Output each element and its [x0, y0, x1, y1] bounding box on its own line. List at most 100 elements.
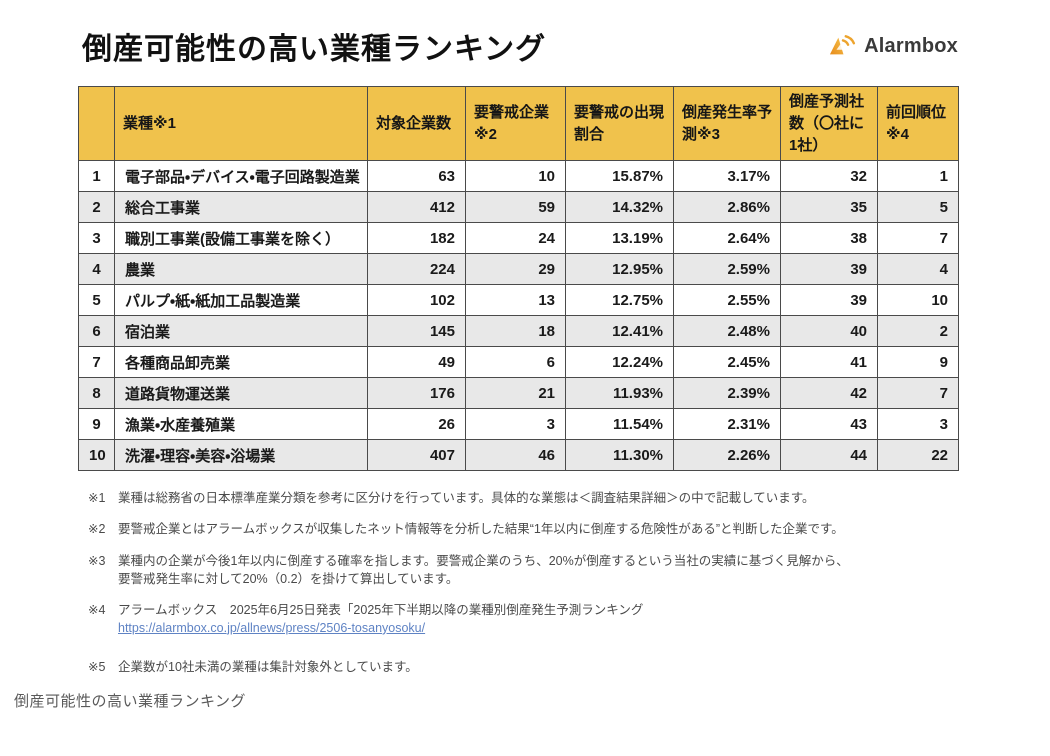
cell-rank: 9 — [78, 408, 115, 441]
cell-rank: 2 — [78, 191, 115, 224]
footnotes: ※1 業種は総務省の日本標準産業分類を参考に区分けを行っています。具体的な業態は＜… — [88, 489, 990, 676]
cell-warning-occurrence-rate: 11.30% — [565, 439, 674, 472]
cell-previous-rank: 22 — [877, 439, 959, 472]
column-header-warning-companies: 要警戒企業※2 — [465, 85, 566, 162]
cell-rank: 7 — [78, 346, 115, 379]
cell-warning-occurrence-rate: 12.95% — [565, 253, 674, 286]
column-header-industry: 業種※1 — [114, 85, 368, 162]
cell-bankruptcy-rate-forecast: 2.45% — [673, 346, 781, 379]
cell-target-companies: 412 — [367, 191, 466, 224]
cell-bankruptcy-rate-forecast: 2.39% — [673, 377, 781, 410]
cell-warning-occurrence-rate: 11.54% — [565, 408, 674, 441]
cell-warning-companies: 6 — [465, 346, 566, 379]
cell-rank: 1 — [78, 160, 115, 193]
cell-rank: 10 — [78, 439, 115, 472]
cell-previous-rank: 5 — [877, 191, 959, 224]
cell-previous-rank: 7 — [877, 377, 959, 410]
cell-bankruptcy-forecast-count: 35 — [780, 191, 878, 224]
column-header-target-companies: 対象企業数 — [367, 85, 466, 162]
page-title: 倒産可能性の高い業種ランキング — [82, 33, 547, 66]
column-header-bankruptcy-rate-forecast: 倒産発生率予測※3 — [673, 85, 781, 162]
table-row: 3 職別工事業(設備工事業を除く） 182 24 13.19% 2.64% 38 7 — [78, 222, 959, 255]
footnote-line: 業種内の企業が今後1年以内に倒産する確率を指します。要警戒企業のうち、20%が倒… — [118, 553, 849, 568]
cell-warning-companies: 29 — [465, 253, 566, 286]
cell-bankruptcy-rate-forecast: 2.31% — [673, 408, 781, 441]
cell-target-companies: 49 — [367, 346, 466, 379]
cell-industry: 各種商品卸売業 — [114, 346, 368, 379]
column-header-previous-rank: 前回順位※4 — [877, 85, 959, 162]
footnote-text: 業種は総務省の日本標準産業分類を参考に区分けを行っています。具体的な業態は＜調査… — [118, 489, 990, 507]
cell-rank: 4 — [78, 253, 115, 286]
cell-bankruptcy-forecast-count: 32 — [780, 160, 878, 193]
cell-bankruptcy-forecast-count: 44 — [780, 439, 878, 472]
cell-industry: 道路貨物運送業 — [114, 377, 368, 410]
footnote-text: 要警戒企業とはアラームボックスが収集したネット情報等を分析した結果“1年以内に倒… — [118, 520, 990, 538]
cell-warning-occurrence-rate: 12.41% — [565, 315, 674, 348]
cell-bankruptcy-rate-forecast: 2.55% — [673, 284, 781, 317]
table-row: 8 道路貨物運送業 176 21 11.93% 2.39% 42 7 — [78, 377, 959, 410]
cell-industry: 電子部品・デバイス・電子回路製造業 — [114, 160, 368, 193]
footnote-label: ※2 — [88, 522, 106, 537]
cell-warning-companies: 18 — [465, 315, 566, 348]
cell-target-companies: 102 — [367, 284, 466, 317]
page-header: 倒産可能性の高い業種ランキング Alarmbox — [82, 24, 958, 68]
alarmbox-sound-wave-icon — [829, 34, 857, 58]
cell-industry: パルプ・紙・紙加工品製造業 — [114, 284, 368, 317]
footnote: ※3 業種内の企業が今後1年以内に倒産する確率を指します。要警戒企業のうち、20%… — [88, 552, 990, 588]
cell-rank: 8 — [78, 377, 115, 410]
footnote-line: 要警戒企業とはアラームボックスが収集したネット情報等を分析した結果“1年以内に倒… — [118, 522, 844, 537]
cell-target-companies: 26 — [367, 408, 466, 441]
cell-industry: 職別工事業(設備工事業を除く） — [114, 222, 368, 255]
cell-target-companies: 224 — [367, 253, 466, 286]
bottom-caption: 倒産可能性の高い業種ランキング — [14, 693, 247, 710]
column-header-warning-occurrence-rate: 要警戒の出現割合 — [565, 85, 674, 162]
footnote: ※2 要警戒企業とはアラームボックスが収集したネット情報等を分析した結果“1年以内… — [88, 520, 990, 538]
footnote-label: ※1 — [88, 491, 106, 506]
cell-industry: 宿泊業 — [114, 315, 368, 348]
cell-warning-occurrence-rate: 12.24% — [565, 346, 674, 379]
cell-bankruptcy-rate-forecast: 2.86% — [673, 191, 781, 224]
cell-previous-rank: 9 — [877, 346, 959, 379]
cell-previous-rank: 2 — [877, 315, 959, 348]
footnote: ※4 アラームボックス 2025年6月25日発表「2025年下半期以降の業種別倒産… — [88, 601, 990, 637]
brand-logo: Alarmbox — [829, 34, 958, 58]
cell-rank: 6 — [78, 315, 115, 348]
cell-previous-rank: 4 — [877, 253, 959, 286]
cell-warning-companies: 10 — [465, 160, 566, 193]
table-row: 4 農業 224 29 12.95% 2.59% 39 4 — [78, 253, 959, 286]
footnote-text: アラームボックス 2025年6月25日発表「2025年下半期以降の業種別倒産発生… — [118, 601, 990, 637]
cell-industry: 農業 — [114, 253, 368, 286]
cell-bankruptcy-rate-forecast: 2.64% — [673, 222, 781, 255]
cell-warning-companies: 24 — [465, 222, 566, 255]
footnote: ※5 企業数が10社未満の業種は集計対象外としています。 — [88, 658, 990, 676]
cell-warning-companies: 59 — [465, 191, 566, 224]
table-row: 10 洗濯・理容・美容・浴場業 407 46 11.30% 2.26% 44 22 — [78, 439, 959, 472]
cell-target-companies: 182 — [367, 222, 466, 255]
cell-warning-occurrence-rate: 11.93% — [565, 377, 674, 410]
footnote-line: 業種は総務省の日本標準産業分類を参考に区分けを行っています。具体的な業態は＜調査… — [118, 491, 815, 506]
footnote-label: ※4 — [88, 602, 106, 617]
cell-warning-companies: 13 — [465, 284, 566, 317]
cell-warning-companies: 21 — [465, 377, 566, 410]
cell-industry: 総合工事業 — [114, 191, 368, 224]
cell-previous-rank: 10 — [877, 284, 959, 317]
footnote-label: ※5 — [88, 660, 106, 674]
cell-target-companies: 176 — [367, 377, 466, 410]
cell-target-companies: 407 — [367, 439, 466, 472]
source-link[interactable]: https://alarmbox.co.jp/allnews/press/250… — [118, 620, 426, 635]
cell-bankruptcy-forecast-count: 39 — [780, 253, 878, 286]
cell-rank: 3 — [78, 222, 115, 255]
cell-industry: 洗濯・理容・美容・浴場業 — [114, 439, 368, 472]
column-header-rank — [78, 85, 115, 162]
footnote-text: 業種内の企業が今後1年以内に倒産する確率を指します。要警戒企業のうち、20%が倒… — [118, 552, 990, 588]
table-row: 2 総合工事業 412 59 14.32% 2.86% 35 5 — [78, 191, 959, 224]
cell-warning-occurrence-rate: 15.87% — [565, 160, 674, 193]
ranking-table: 業種※1 対象企業数 要警戒企業※2 要警戒の出現割合 倒産発生率予測※3 倒産予測社数（… — [78, 85, 959, 472]
cell-bankruptcy-forecast-count: 43 — [780, 408, 878, 441]
footnote: ※1 業種は総務省の日本標準産業分類を参考に区分けを行っています。具体的な業態は＜… — [88, 489, 990, 507]
footnote-label: ※3 — [88, 553, 106, 568]
brand-name: Alarmbox — [864, 34, 958, 57]
footnote-line: 企業数が10社未満の業種は集計対象外としています。 — [118, 660, 418, 674]
cell-bankruptcy-rate-forecast: 2.59% — [673, 253, 781, 286]
